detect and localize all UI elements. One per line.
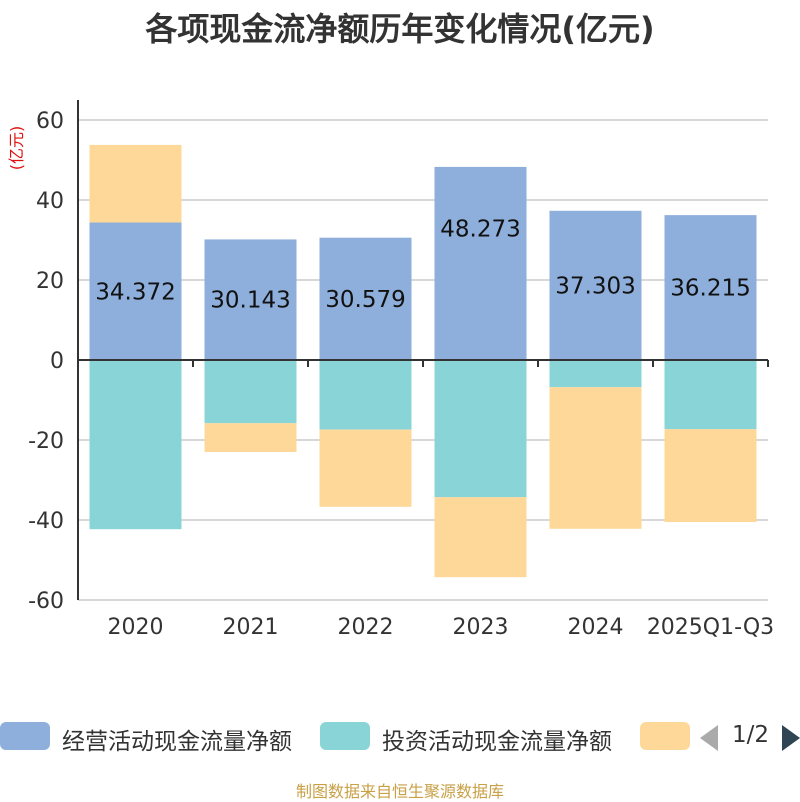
axes: 60 40 20 0 -20 -40 -60 (亿元) 2020 2021 2022 2023 2024…: [7, 100, 774, 640]
bar-2025Q1-Q3-series-2: [664, 429, 757, 522]
x-tick-label-2022: 2022: [338, 615, 394, 640]
chart-plot: 60 40 20 0 -20 -40 -60 (亿元) 2020 2021 2022 2023 2024…: [7, 100, 774, 640]
bar-2025Q1-Q3-series-0: [664, 215, 757, 360]
bar-2025Q1-Q3-series-1: [664, 360, 757, 430]
bar-2022-series-0: [319, 237, 412, 360]
y-tick-label-40: 40: [36, 189, 64, 214]
x-tick-label-2025Q1-Q3: 2025Q1-Q3: [647, 615, 774, 640]
y-tick-label--20: -20: [28, 429, 64, 454]
x-tick-label-2020: 2020: [108, 615, 164, 640]
bar-2022-series-2: [319, 429, 412, 507]
grid-lines: [78, 119, 768, 601]
bar-2021-series-2: [204, 423, 297, 452]
data-label-2024: 37.303: [555, 273, 635, 299]
bar-2023-series-2: [434, 497, 527, 578]
chart-title: 各项现金流净额历年变化情况(亿元): [145, 10, 655, 48]
y-tick-label--60: -60: [28, 589, 64, 614]
data-label-2021: 30.143: [210, 288, 290, 314]
bar-2020-series-2: [89, 144, 182, 223]
chevron-left-icon[interactable]: [700, 725, 718, 751]
bar-2024-series-1: [549, 360, 642, 388]
legend-swatch-operating: [0, 722, 50, 750]
bar-2024-series-2: [549, 387, 642, 529]
y-tick-label-0: 0: [50, 349, 64, 374]
legend-swatch-investing: [320, 722, 370, 750]
data-labels: 34.372 30.143 30.579 48.273 37.303 36.215: [95, 216, 750, 313]
x-tick-label-2023: 2023: [453, 615, 509, 640]
x-tick-label-2021: 2021: [223, 615, 279, 640]
data-label-2023: 48.273: [440, 216, 520, 242]
legend-swatch-financing: [640, 722, 690, 750]
bar-2023-series-1: [434, 360, 527, 498]
bar-2021-series-0: [204, 239, 297, 360]
bar-2024-series-0: [549, 210, 642, 360]
bars: [89, 144, 757, 578]
legend-label-operating: 经营活动现金流量净额: [62, 729, 292, 755]
legend: 经营活动现金流量净额 投资活动现金流量净额 1/2: [0, 716, 800, 756]
y-tick-label--40: -40: [28, 509, 64, 534]
data-label-2020: 34.372: [95, 279, 175, 305]
bar-2023-series-0: [434, 166, 527, 360]
bar-2022-series-1: [319, 360, 412, 430]
bar-2020-series-1: [89, 360, 182, 530]
source-note: 制图数据来自恒生聚源数据库: [295, 782, 504, 801]
legend-pager: 1/2: [700, 720, 800, 752]
data-label-2022: 30.579: [325, 287, 405, 313]
data-label-2025Q1-Q3: 36.215: [670, 276, 750, 302]
x-tick-label-2024: 2024: [568, 615, 624, 640]
y-tick-label-20: 20: [36, 269, 64, 294]
y-tick-label-60: 60: [36, 109, 64, 134]
y-axis-title: (亿元): [7, 126, 26, 171]
bar-2020-series-0: [89, 222, 182, 360]
legend-label-investing: 投资活动现金流量净额: [382, 729, 612, 755]
chevron-right-icon[interactable]: [782, 725, 800, 751]
legend-page-indicator: 1/2: [732, 722, 770, 748]
bar-2021-series-1: [204, 360, 297, 424]
